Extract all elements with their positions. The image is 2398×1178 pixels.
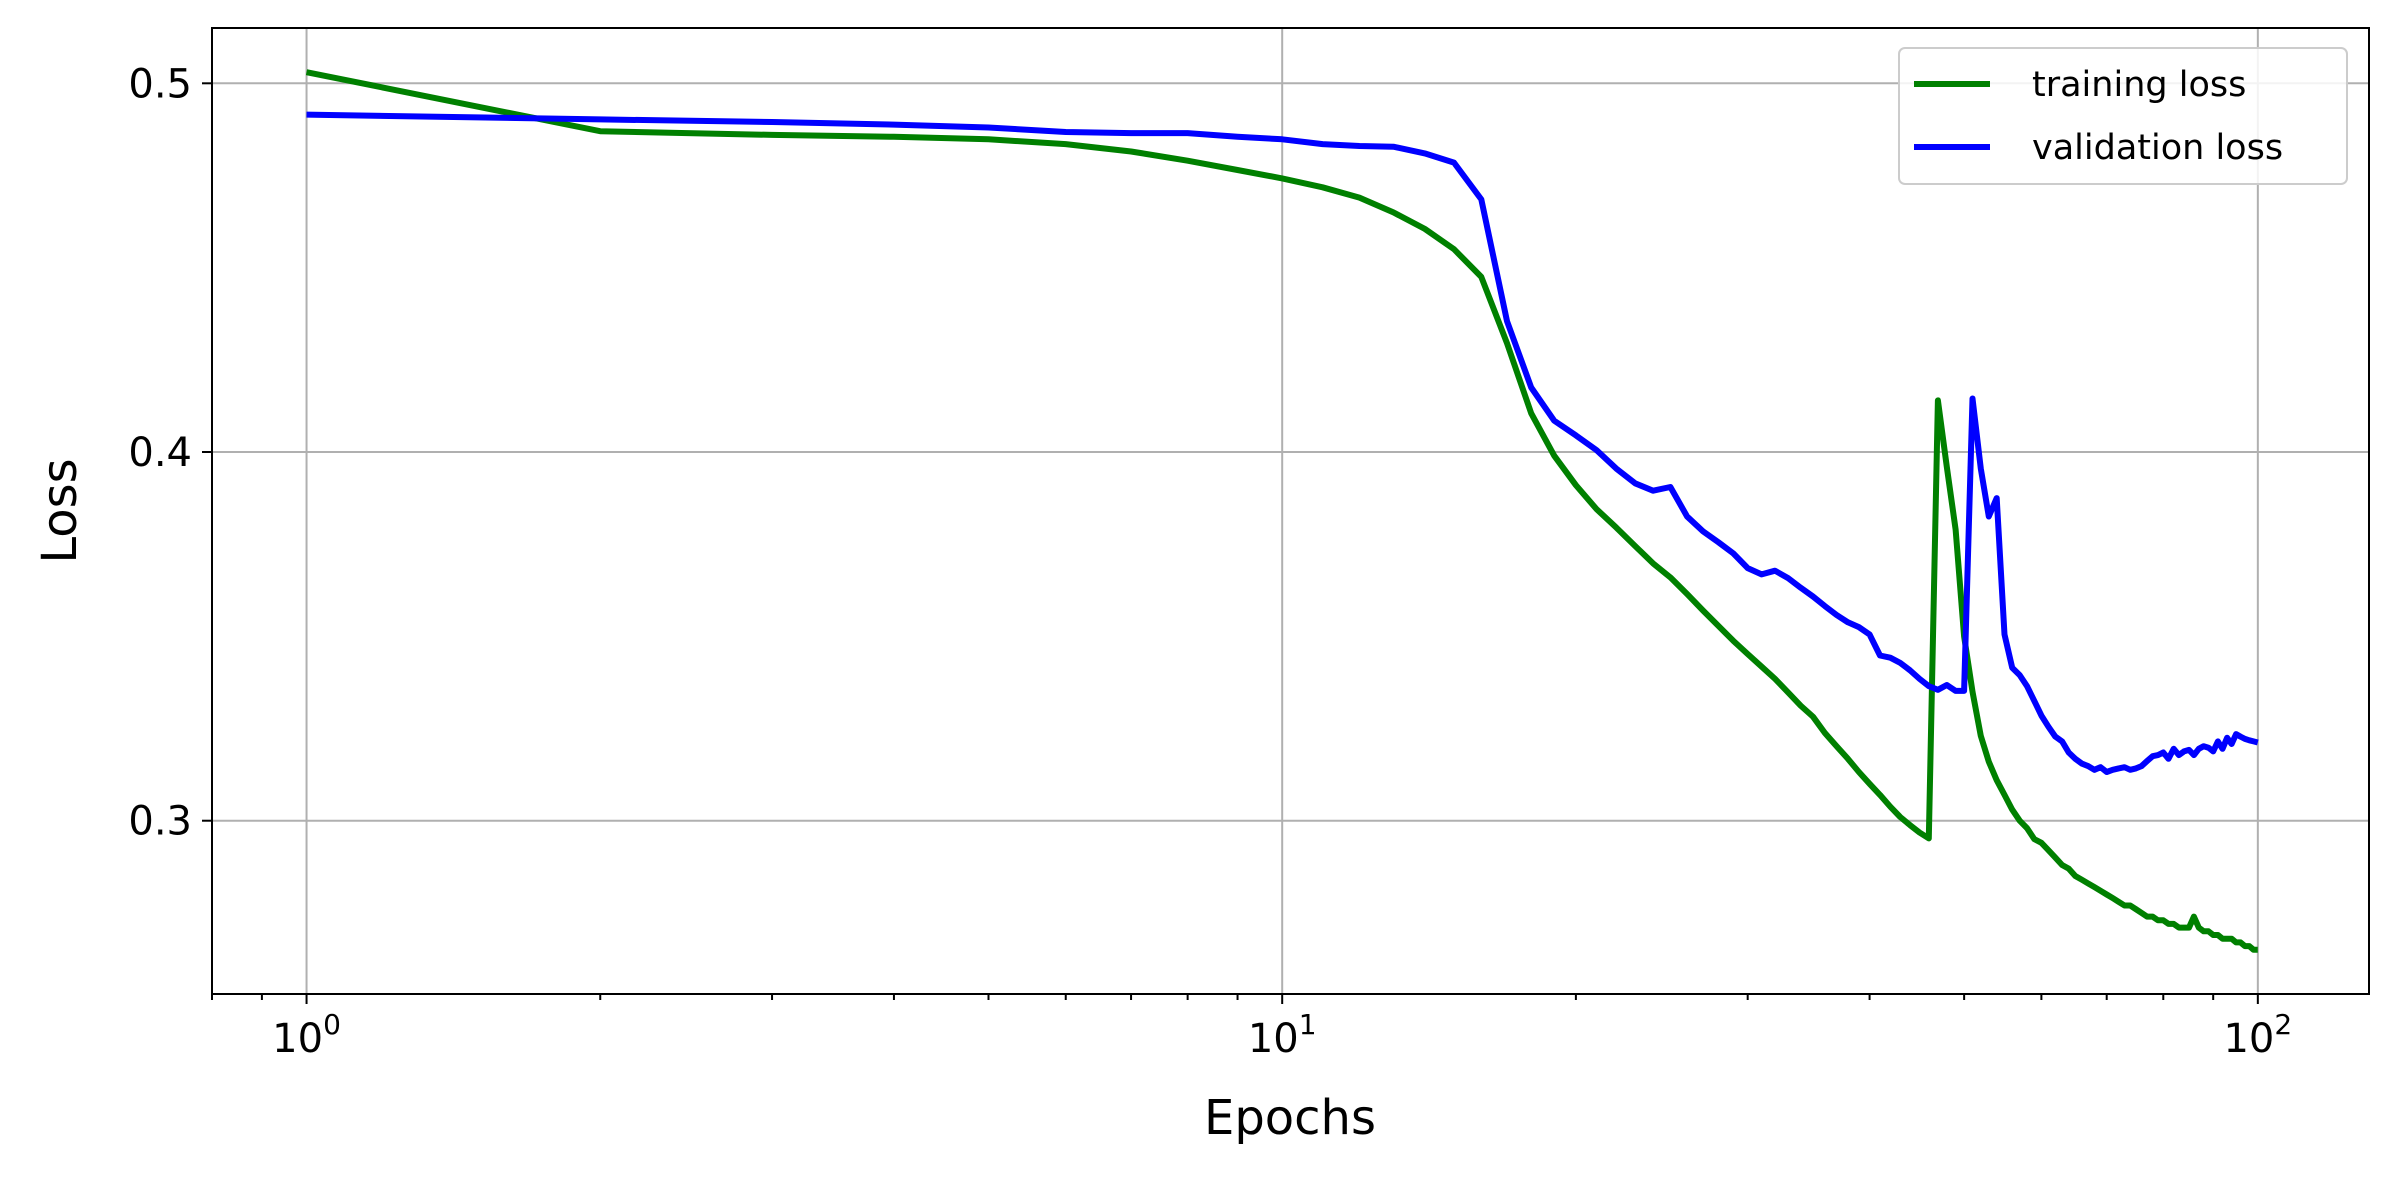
legend-box [1898, 47, 2348, 185]
y-axis-title: Loss [32, 458, 88, 563]
series-lines [305, 69, 2259, 953]
legend-label-validation-loss: validation loss [2032, 128, 2283, 168]
x-axis-title: Epochs [1204, 1090, 1376, 1146]
x-tick-label: 102 [2223, 1008, 2292, 1062]
y-tick-label: 0.3 [128, 799, 192, 845]
plot-frame [211, 27, 2370, 995]
legend: training loss validation loss [1898, 47, 2348, 185]
series-line-validation-loss [306, 111, 2259, 775]
x-tick-label: 100 [272, 1008, 341, 1062]
y-tick-label: 0.4 [128, 430, 192, 476]
axis-ticks: 0.3 0.4 0.5 100 101 102 [128, 61, 2292, 1062]
y-tick-label: 0.5 [128, 61, 192, 107]
legend-label-training-loss: training loss [2032, 65, 2246, 105]
x-tick-label: 101 [1248, 1008, 1317, 1062]
series-line-training-loss [305, 69, 2258, 953]
